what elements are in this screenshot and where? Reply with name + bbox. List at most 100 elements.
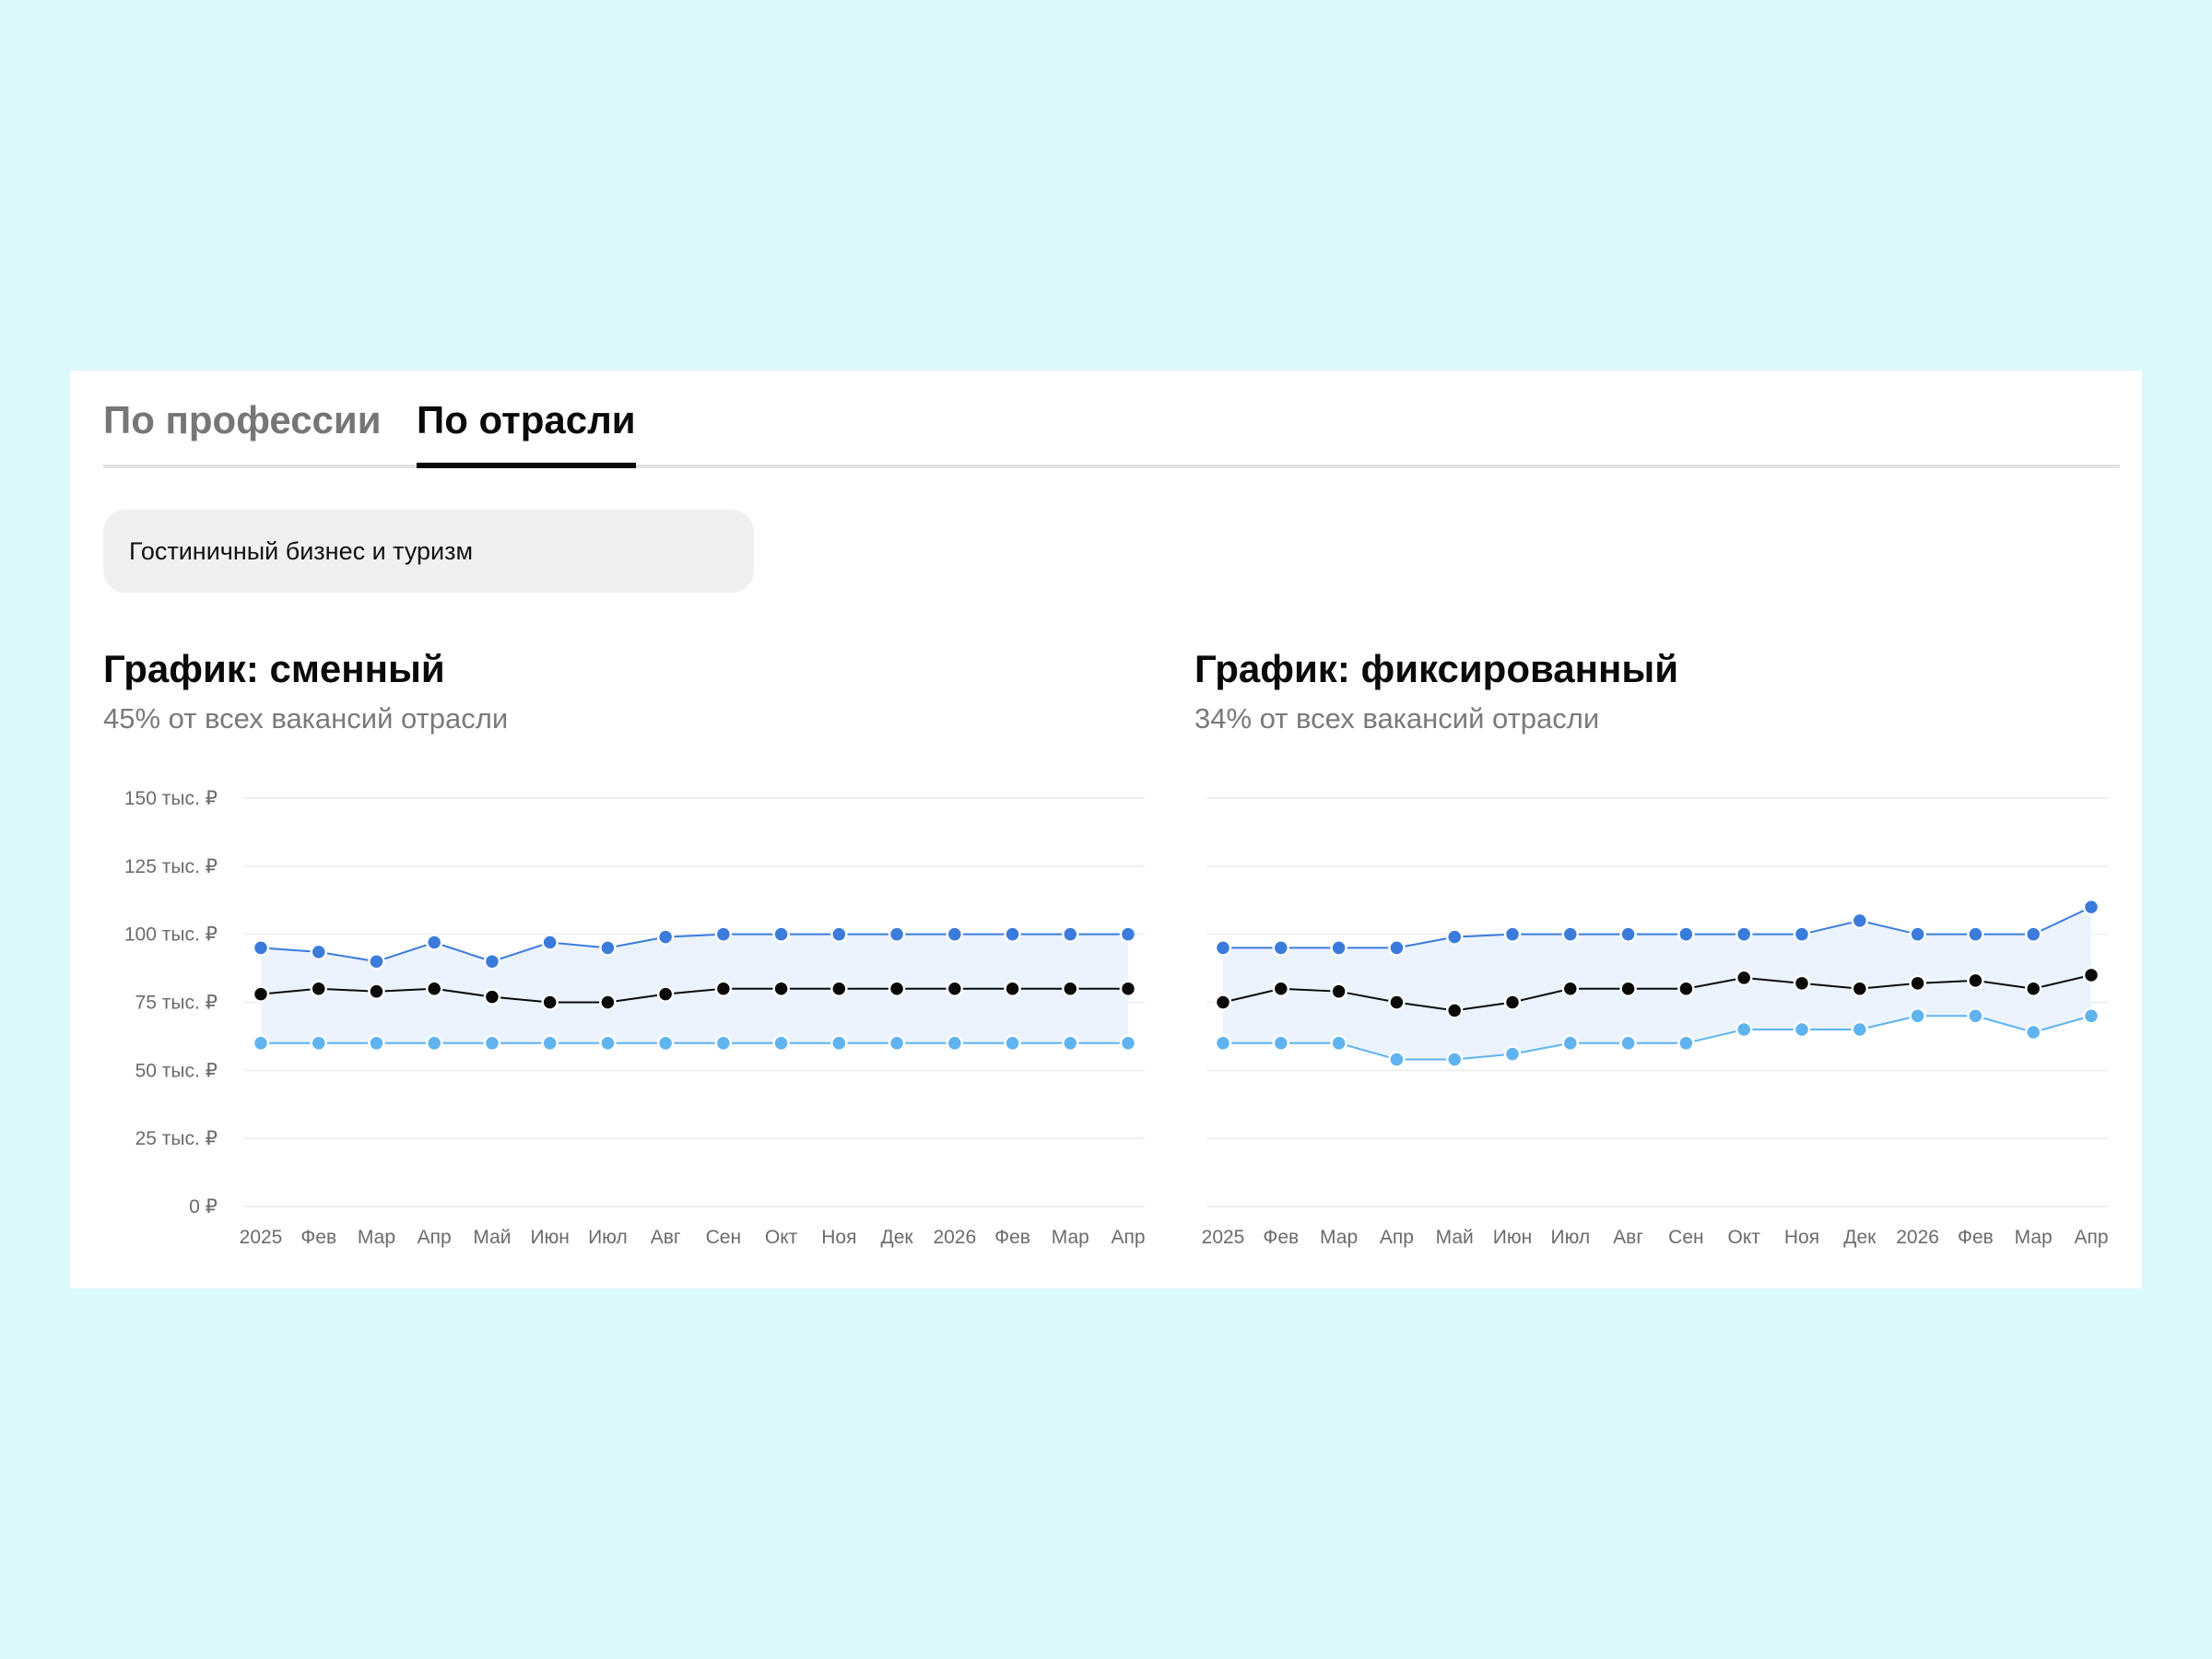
min-salary-point: [946, 1034, 964, 1053]
max-salary-point: [1062, 925, 1079, 943]
salary-range-band: [1223, 907, 2091, 1060]
max-salary-point: [1004, 925, 1021, 943]
min-salary-point: [1561, 1034, 1580, 1053]
x-tick-label: Ноя: [1784, 1227, 1819, 1248]
max-salary-point: [1735, 925, 1753, 943]
x-tick-label: Мар: [1052, 1227, 1089, 1248]
x-tick-label: Окт: [765, 1227, 798, 1248]
min-salary-point: [425, 1034, 443, 1053]
max-salary-point: [1330, 939, 1347, 957]
min-salary-point: [1677, 1034, 1695, 1053]
x-tick-label: 2026: [1896, 1227, 1939, 1248]
median-salary-point: [772, 980, 790, 997]
max-salary-point: [1619, 925, 1637, 943]
median-salary-line: [1222, 973, 2092, 1012]
median-salary-point: [1735, 969, 1753, 987]
max-salary-point: [888, 925, 906, 943]
min-salary-point: [1851, 1020, 1869, 1039]
max-salary-point: [1677, 925, 1695, 943]
median-salary-point: [1004, 980, 1021, 997]
y-tick-label: 50 тыс. ₽: [135, 1060, 218, 1081]
max-salary-point: [656, 928, 675, 946]
min-salary-point: [310, 1034, 327, 1053]
y-tick-label: 150 тыс. ₽: [124, 788, 218, 809]
max-salary-point: [541, 934, 559, 951]
min-salary-point: [252, 1034, 270, 1053]
min-salary-point: [2024, 1023, 2042, 1041]
min-salary-point: [1619, 1034, 1637, 1053]
max-salary-point: [1119, 925, 1137, 943]
fixed-schedule-chart: 2025 Фев Мар Апр Май Июн Июл Авг Сен Окт Ноя Дек 202…: [1202, 797, 2109, 1248]
max-salary-point: [1445, 928, 1464, 946]
median-salary-point: [483, 988, 501, 1006]
x-tick-label: Май: [1436, 1227, 1474, 1248]
median-salary-point: [1445, 1002, 1464, 1019]
min-salary-point: [1214, 1034, 1232, 1053]
min-salary-point: [656, 1034, 675, 1053]
min-salary-line: [1223, 1015, 2092, 1061]
median-salary-point: [1561, 980, 1580, 997]
max-salary-point: [599, 939, 617, 957]
median-salary-point: [830, 980, 848, 997]
x-tick-label: Фев: [1958, 1227, 1994, 1248]
max-salary-point: [2082, 898, 2100, 916]
median-salary-point: [1851, 980, 1869, 997]
tab-by-profession[interactable]: По профессии: [103, 398, 382, 441]
min-salary-point: [1967, 1007, 1984, 1025]
x-tick-label: Апр: [1111, 1227, 1145, 1248]
shift-schedule-chart: 0 ₽ 25 тыс. ₽ 50 тыс. ₽ 75 тыс. ₽ 100 тыс. ₽…: [124, 788, 1146, 1248]
chart-title: График: фиксированный: [1194, 647, 1679, 690]
chart-subtitle: 34% от всех вакансий отрасли: [1194, 702, 1600, 735]
industry-select-value: Гостиничный бизнес и туризм: [129, 537, 474, 565]
median-salary-point: [888, 980, 906, 997]
y-tick-label: 0 ₽: [189, 1196, 218, 1218]
min-salary-point: [714, 1034, 733, 1053]
median-salary-point: [425, 980, 443, 997]
min-salary-point: [1330, 1034, 1347, 1053]
x-tick-label: Июн: [1493, 1227, 1532, 1248]
median-salary-point: [310, 980, 327, 997]
max-salary-point: [1793, 925, 1811, 943]
median-salary-point: [1388, 994, 1406, 1011]
y-tick-label: 25 тыс. ₽: [135, 1128, 218, 1149]
x-tick-label: Авг: [651, 1227, 681, 1248]
x-tick-label: 2025: [1202, 1227, 1245, 1248]
max-salary-point: [483, 952, 501, 971]
median-salary-point: [1909, 974, 1926, 993]
chart-subtitle: 45% от всех вакансий отрасли: [103, 702, 509, 735]
tab-by-industry[interactable]: По отрасли: [417, 394, 636, 468]
max-salary-point: [368, 952, 385, 971]
median-salary-point: [946, 980, 964, 997]
median-salary-point: [1503, 994, 1522, 1011]
min-salary-point: [1445, 1051, 1464, 1068]
min-salary-point: [368, 1034, 385, 1053]
min-salary-point: [1272, 1034, 1290, 1053]
max-salary-line: [260, 933, 1128, 963]
median-salary-point: [252, 985, 270, 1003]
median-salary-point: [1214, 994, 1232, 1011]
min-salary-point: [888, 1034, 906, 1053]
median-salary-point: [2024, 980, 2042, 997]
chart-title: График: сменный: [103, 647, 445, 690]
median-salary-point: [714, 980, 733, 997]
min-salary-point: [830, 1034, 848, 1053]
x-tick-label: 2026: [933, 1227, 976, 1248]
x-tick-label: Июн: [530, 1227, 569, 1248]
min-salary-point: [2082, 1007, 2100, 1025]
y-tick-label: 125 тыс. ₽: [124, 856, 218, 877]
max-salary-point: [1503, 925, 1522, 943]
tab-bar: По профессии По отрасли: [103, 394, 2120, 468]
x-tick-label: Дек: [881, 1227, 914, 1248]
x-tick-label: Фев: [1263, 1227, 1299, 1248]
max-salary-point: [252, 939, 270, 957]
min-salary-point: [1793, 1020, 1811, 1039]
x-tick-label: Апр: [2074, 1227, 2108, 1248]
max-salary-line: [1223, 906, 2092, 949]
min-salary-point: [1004, 1034, 1021, 1053]
x-tick-label: Авг: [1613, 1227, 1643, 1248]
max-salary-point: [946, 925, 964, 943]
industry-select[interactable]: Гостиничный бизнес и туризм: [103, 510, 754, 593]
max-salary-point: [310, 943, 327, 961]
max-salary-point: [772, 925, 790, 943]
median-salary-point: [541, 994, 559, 1011]
